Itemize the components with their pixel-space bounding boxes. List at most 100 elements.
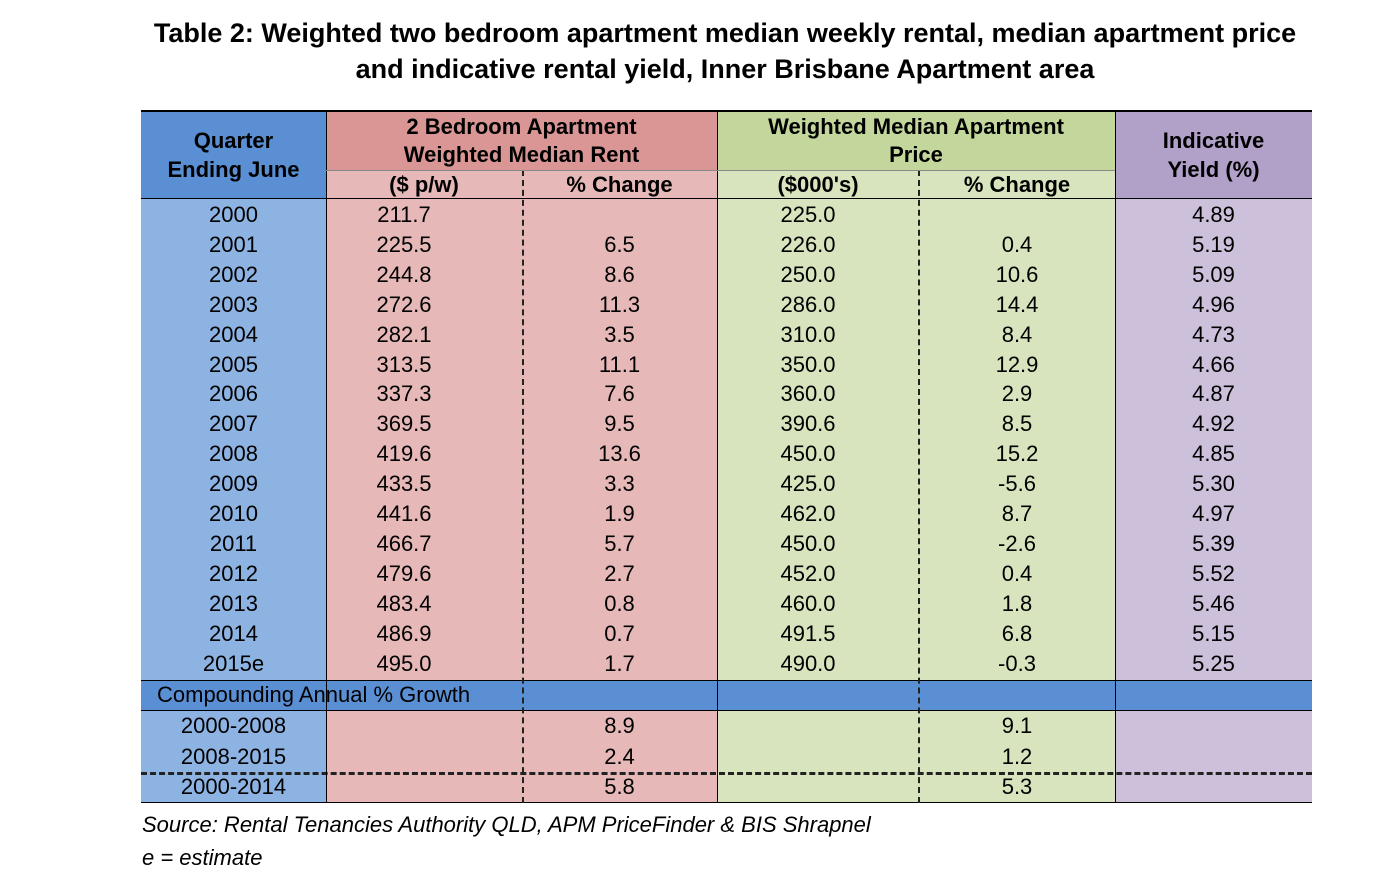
- cell-price: 460.0: [780, 590, 836, 616]
- cell-rent: 486.9: [376, 620, 432, 646]
- cell-year: 2015e: [202, 650, 265, 676]
- cell-rent-chg: 5.7: [604, 530, 635, 556]
- col-divider-1: [326, 110, 327, 803]
- cell-year: 2014: [209, 620, 258, 646]
- cell-yield: 4.97: [1192, 501, 1235, 526]
- cell-rent-chg: 11.3: [598, 291, 641, 317]
- rent-dashed-divider: [522, 170, 524, 803]
- cell-yield: 5.19: [1192, 231, 1235, 257]
- cell-price: 310.0: [780, 321, 836, 347]
- cell-yield: 5.09: [1192, 261, 1235, 287]
- cell-rent-chg: 1.9: [604, 501, 635, 526]
- cell-price-chg: 8.7: [1001, 501, 1033, 526]
- cell-year: 2012: [209, 560, 258, 586]
- cell-yield: 5.46: [1192, 590, 1235, 616]
- cell-year: 2005: [209, 351, 258, 377]
- cell-rent: 337.3: [376, 381, 432, 407]
- cell-price: 226.0: [780, 231, 836, 257]
- cell-rent: 441.6: [376, 501, 432, 526]
- cell-year: 2000: [209, 202, 258, 227]
- rent-change-header: % Change: [566, 172, 673, 197]
- growth-cell-rent-chg: 2.4: [604, 743, 635, 769]
- growth-section-title: Compounding Annual % Growth: [157, 682, 471, 707]
- cell-yield: 5.15: [1192, 620, 1235, 646]
- cell-rent-chg: 13.6: [598, 441, 641, 467]
- cell-yield: 5.52: [1192, 560, 1235, 586]
- cell-year: 2010: [209, 501, 258, 526]
- table-top-border: [141, 110, 1312, 112]
- cell-rent: 282.1: [376, 321, 432, 347]
- yield-header-line-2: Yield (%): [1167, 157, 1260, 182]
- cell-rent-chg: 3.5: [604, 321, 635, 347]
- cell-price-chg: 8.5: [1001, 411, 1033, 437]
- estimate-note: e = estimate: [142, 845, 263, 870]
- cell-price-chg: 15.2: [995, 441, 1039, 467]
- cell-price: 250.0: [780, 261, 836, 287]
- cell-price: 452.0: [780, 560, 836, 586]
- rent-header-cell: [326, 110, 717, 170]
- cell-price: 390.6: [780, 411, 836, 437]
- cell-rent-chg: 1.7: [604, 650, 635, 676]
- cell-rent: 479.6: [376, 560, 432, 586]
- cell-year: 2009: [209, 471, 258, 497]
- growth-top-border: [141, 680, 1312, 681]
- table-title-line-1: Table 2: Weighted two bedroom apartment …: [153, 18, 1297, 48]
- cell-price-chg: 0.4: [1001, 231, 1033, 257]
- cell-year: 2011: [209, 530, 258, 556]
- cell-yield: 5.39: [1192, 530, 1235, 556]
- cell-rent: 211.7: [377, 202, 431, 227]
- cell-price-chg: 2.9: [1001, 381, 1033, 407]
- cell-price: 286.0: [780, 291, 836, 317]
- growth-header-bottom-border: [141, 710, 1312, 711]
- price-header-line-1: Weighted Median Apartment: [768, 114, 1064, 139]
- cell-price: 450.0: [780, 441, 836, 467]
- cell-yield: 5.30: [1192, 471, 1235, 497]
- cell-year: 2004: [209, 321, 258, 347]
- quarter-header-cell: [141, 110, 326, 198]
- table-title-line-2: and indicative rental yield, Inner Brisb…: [355, 54, 1095, 84]
- rental-yield-table: Quarter Ending June 2 Bedroom Apartment …: [141, 110, 1312, 803]
- cell-rent-chg: 9.5: [604, 411, 635, 437]
- cell-year: 2001: [209, 231, 258, 257]
- cell-year: 2007: [209, 411, 258, 437]
- price-change-header: % Change: [963, 172, 1071, 197]
- cell-price: 462.0: [780, 501, 836, 526]
- cell-year: 2003: [209, 291, 258, 317]
- cell-price-chg: 12.9: [995, 351, 1039, 377]
- cell-rent: 466.7: [376, 530, 432, 556]
- rent-header-line-2: Weighted Median Rent: [403, 142, 640, 167]
- cell-rent: 483.4: [376, 590, 432, 616]
- cell-price-chg: 1.8: [1001, 590, 1033, 616]
- growth-cell-period: 2000-2008: [180, 713, 287, 738]
- growth-dashed-separator: [141, 772, 1312, 775]
- col-divider-3: [1115, 110, 1116, 803]
- cell-rent-chg: 3.3: [604, 471, 635, 497]
- growth-section-header: [141, 680, 1312, 710]
- cell-price-chg: 8.4: [1001, 321, 1033, 347]
- col-divider-2: [717, 110, 718, 803]
- growth-cell-price-chg: 5.3: [1001, 774, 1033, 799]
- cell-rent-chg: 7.6: [604, 381, 635, 407]
- cell-rent: 419.6: [376, 441, 432, 467]
- price-header-line-2: Price: [889, 142, 943, 167]
- cell-year: 2008: [209, 441, 258, 467]
- cell-yield: 4.73: [1192, 321, 1235, 347]
- quarter-header-line-2: Ending June: [167, 157, 300, 182]
- subheader-border: [326, 170, 1115, 171]
- quarter-header-line-1: Quarter: [193, 128, 274, 153]
- rent-header-line-1: 2 Bedroom Apartment: [406, 114, 637, 139]
- cell-price-chg: -5.6: [998, 471, 1036, 497]
- cell-yield: 4.89: [1192, 202, 1235, 227]
- yield-header-line-1: Indicative: [1162, 128, 1265, 153]
- table-bottom-border: [141, 802, 1312, 803]
- cell-rent-chg: 2.7: [604, 560, 635, 586]
- cell-price: 225.0: [780, 202, 836, 227]
- cell-rent-chg: 0.7: [604, 620, 635, 646]
- growth-cell-period: 2000-2014: [180, 774, 287, 799]
- cell-price-chg: 14.4: [995, 291, 1039, 317]
- growth-cell-rent-chg: 5.8: [604, 774, 635, 799]
- cell-year: 2002: [209, 261, 258, 287]
- cell-price-chg: 10.6: [995, 261, 1039, 287]
- cell-yield: 4.92: [1192, 411, 1235, 437]
- header-bottom-border: [141, 198, 1312, 199]
